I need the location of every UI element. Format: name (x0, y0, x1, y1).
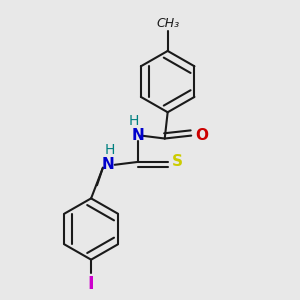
Text: N: N (132, 128, 145, 143)
Text: H: H (105, 143, 116, 158)
Text: O: O (196, 128, 208, 143)
Text: S: S (172, 154, 182, 169)
Text: I: I (88, 275, 94, 293)
Text: N: N (102, 157, 115, 172)
Text: H: H (129, 114, 139, 128)
Text: CH₃: CH₃ (156, 16, 179, 30)
